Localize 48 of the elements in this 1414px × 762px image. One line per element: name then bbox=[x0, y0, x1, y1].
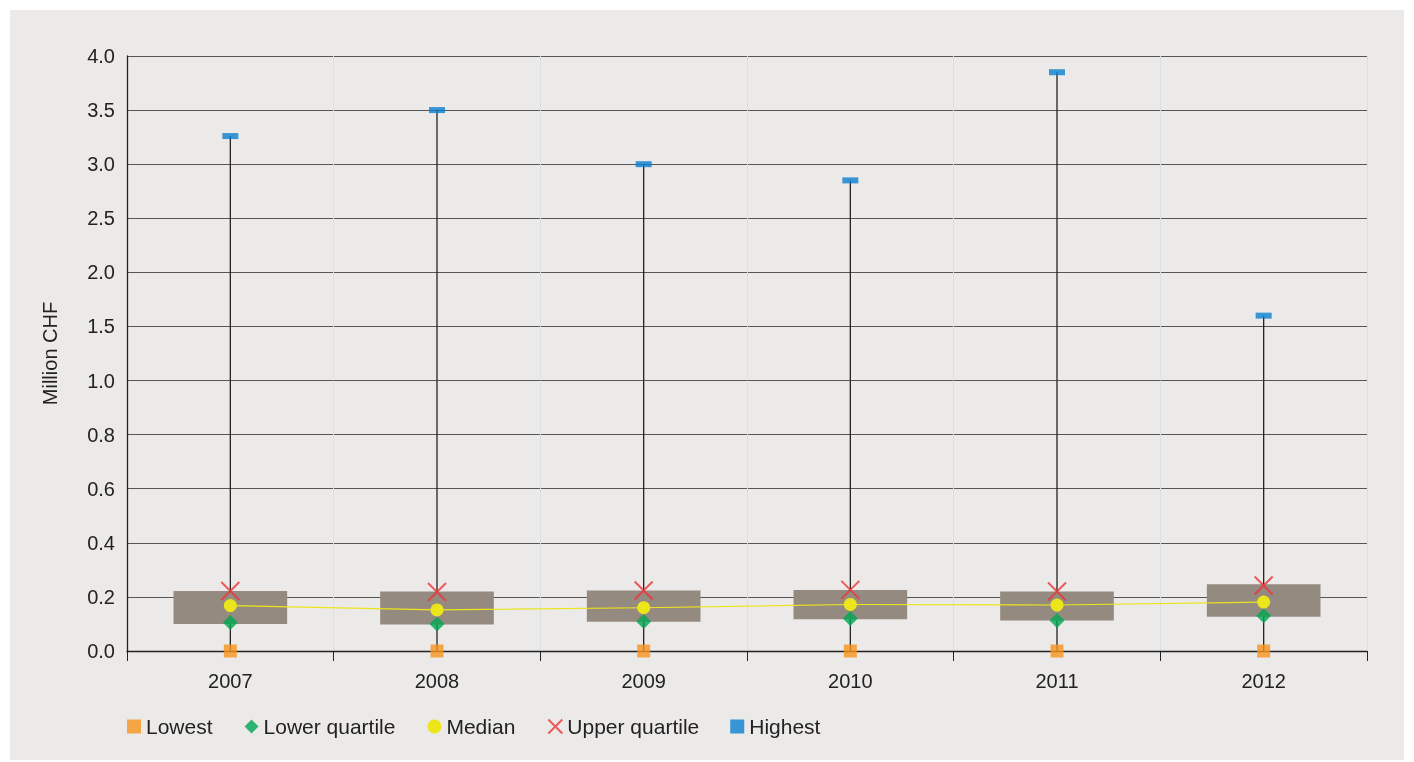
point bbox=[430, 644, 444, 658]
point bbox=[633, 580, 654, 601]
point bbox=[842, 611, 858, 627]
y-tick-label: 4.0 bbox=[87, 45, 115, 67]
legend-label: Upper quartile bbox=[567, 715, 700, 738]
legend-label: Highest bbox=[749, 715, 821, 738]
point bbox=[1050, 598, 1064, 612]
point bbox=[220, 580, 241, 601]
point bbox=[429, 616, 445, 632]
y-tick-label: 1.0 bbox=[87, 369, 115, 392]
y-tick-label: 0.2 bbox=[87, 585, 115, 608]
point bbox=[843, 597, 857, 611]
point bbox=[1047, 581, 1067, 602]
point bbox=[637, 644, 651, 658]
point bbox=[427, 582, 447, 603]
point bbox=[840, 579, 861, 600]
point bbox=[1257, 644, 1271, 658]
point bbox=[637, 601, 651, 615]
point bbox=[1253, 575, 1274, 596]
point bbox=[223, 644, 237, 658]
legend-label: Median bbox=[446, 715, 516, 738]
x-tick-label: 2010 bbox=[828, 670, 873, 692]
y-tick-label: 0.6 bbox=[87, 477, 115, 500]
point bbox=[430, 603, 444, 617]
y-tick-label: 0.0 bbox=[87, 640, 115, 662]
x-tick-label: 2008 bbox=[414, 670, 460, 692]
point bbox=[1257, 595, 1271, 609]
point bbox=[222, 615, 238, 631]
y-tick-label: 2.5 bbox=[87, 207, 115, 230]
y-axis-title: Million CHF bbox=[39, 301, 61, 406]
legend-label: Lower quartile bbox=[263, 715, 396, 738]
x-tick-label: 2009 bbox=[621, 670, 666, 692]
point bbox=[843, 644, 857, 658]
y-tick-label: 0.4 bbox=[87, 531, 115, 554]
y-tick-label: 2.0 bbox=[87, 261, 115, 284]
point bbox=[1256, 608, 1272, 624]
x-tick-label: 2012 bbox=[1241, 670, 1286, 692]
point bbox=[636, 614, 652, 630]
point bbox=[1049, 612, 1065, 628]
x-tick-label: 2011 bbox=[1035, 670, 1079, 692]
x-tick-label: 2007 bbox=[208, 670, 253, 692]
y-tick-label: 3.5 bbox=[87, 99, 115, 122]
y-tick-label: 1.5 bbox=[87, 315, 115, 338]
point bbox=[1050, 644, 1064, 658]
point bbox=[223, 599, 237, 613]
legend-label: Lowest bbox=[146, 715, 213, 738]
y-tick-label: 3.0 bbox=[87, 153, 115, 176]
y-tick-label: 0.8 bbox=[87, 423, 115, 446]
